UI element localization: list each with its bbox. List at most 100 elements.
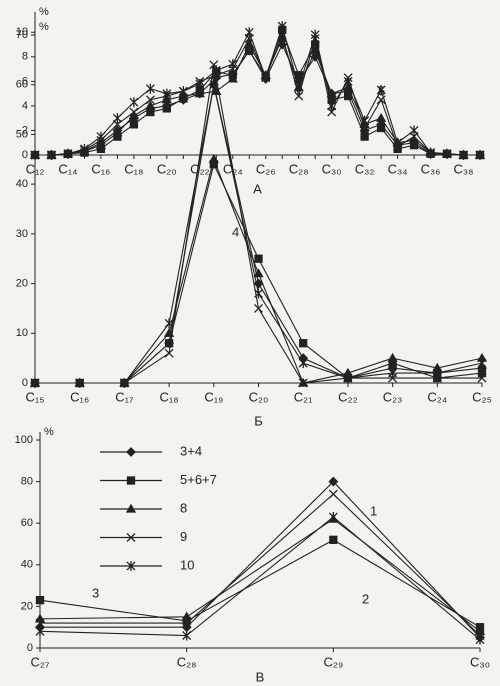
marker: [294, 82, 304, 93]
marker: [254, 288, 263, 299]
x-tick-label: C₂₃: [383, 389, 403, 404]
x-tick-label: C₂₁: [294, 389, 313, 404]
x-tick-label: C₂₅: [472, 389, 492, 404]
y-axis-label: %: [39, 21, 49, 33]
marker: [145, 95, 155, 105]
x-tick-label: C₂₇: [31, 654, 50, 669]
x-tick-label: C₂₆: [256, 161, 276, 176]
marker: [376, 84, 386, 95]
marker: [195, 78, 205, 89]
marker: [178, 86, 188, 97]
marker: [328, 511, 338, 522]
x-tick-label: C₃₀: [470, 654, 490, 669]
marker: [387, 352, 398, 362]
x-tick-label: C₁₇: [115, 389, 134, 404]
marker: [145, 83, 155, 94]
x-tick-label: C₂₂: [338, 389, 357, 404]
x-tick-label: C₃₆: [421, 161, 441, 176]
legend-label: 3+4: [180, 443, 202, 458]
marker: [343, 76, 353, 87]
x-tick-label: C₃₄: [388, 161, 408, 176]
marker: [475, 150, 485, 160]
marker: [162, 88, 172, 99]
annotation: 1: [370, 503, 377, 518]
series-line: [35, 28, 480, 156]
annotation: 5: [378, 83, 385, 98]
y-tick-label: 60: [16, 79, 28, 91]
x-tick-label: C₃₀: [322, 161, 342, 176]
marker: [376, 123, 386, 133]
marker: [79, 143, 89, 154]
x-tick-label: C₁₆: [91, 161, 110, 176]
series-line: [39, 539, 481, 628]
y-tick-label: 40: [21, 559, 33, 571]
series-line: [35, 64, 482, 384]
legend-label: 5+6+7: [180, 472, 217, 487]
marker: [182, 618, 192, 628]
legend-label: 9: [180, 529, 187, 544]
annotation: 3: [92, 585, 99, 600]
marker: [129, 97, 139, 108]
y-tick-label: 20: [16, 277, 28, 289]
marker: [409, 125, 419, 136]
marker: [228, 59, 238, 70]
marker: [459, 150, 468, 160]
legend-label: 10: [180, 557, 194, 572]
marker: [360, 123, 370, 133]
marker: [299, 339, 308, 348]
marker: [298, 358, 308, 369]
marker: [163, 327, 175, 337]
marker: [327, 100, 337, 111]
marker: [194, 88, 205, 98]
marker: [408, 134, 420, 144]
marker: [47, 150, 56, 160]
marker: [393, 137, 403, 148]
marker: [128, 110, 140, 120]
marker: [63, 148, 73, 159]
marker: [227, 73, 238, 83]
y-tick-label: 10: [16, 26, 28, 38]
marker: [181, 611, 192, 621]
series-line: [39, 518, 481, 632]
marker: [119, 378, 129, 388]
marker: [432, 368, 442, 379]
marker: [244, 27, 254, 38]
marker: [146, 107, 155, 117]
marker: [477, 358, 487, 369]
marker: [360, 132, 369, 141]
marker: [254, 254, 263, 263]
marker: [477, 373, 487, 383]
marker: [261, 72, 271, 83]
marker: [254, 303, 263, 313]
legend-marker: [126, 533, 136, 542]
series-line: [39, 516, 481, 641]
x-tick-label: C₁₈: [124, 161, 143, 176]
marker: [388, 368, 398, 379]
marker: [208, 153, 219, 163]
marker: [35, 596, 45, 605]
marker: [112, 127, 123, 137]
marker: [209, 60, 219, 70]
marker: [360, 115, 370, 126]
panel-label: Б: [254, 413, 263, 428]
marker: [426, 147, 436, 158]
legend-label: 8: [180, 500, 187, 515]
marker: [95, 139, 107, 149]
panel-label: А: [253, 181, 262, 196]
marker: [35, 618, 45, 628]
legend-marker: [125, 503, 137, 513]
marker: [209, 79, 219, 90]
marker: [145, 100, 156, 110]
y-tick-label: 50: [16, 128, 28, 140]
marker: [298, 378, 308, 388]
x-tick-label: C₂₉: [324, 654, 344, 669]
marker: [343, 373, 353, 384]
marker: [112, 113, 122, 124]
marker: [329, 535, 338, 544]
y-tick-label: 4: [22, 100, 28, 112]
x-tick-label: C₂₂: [190, 161, 209, 176]
y-tick-label: 6: [22, 75, 28, 87]
marker: [129, 120, 139, 129]
